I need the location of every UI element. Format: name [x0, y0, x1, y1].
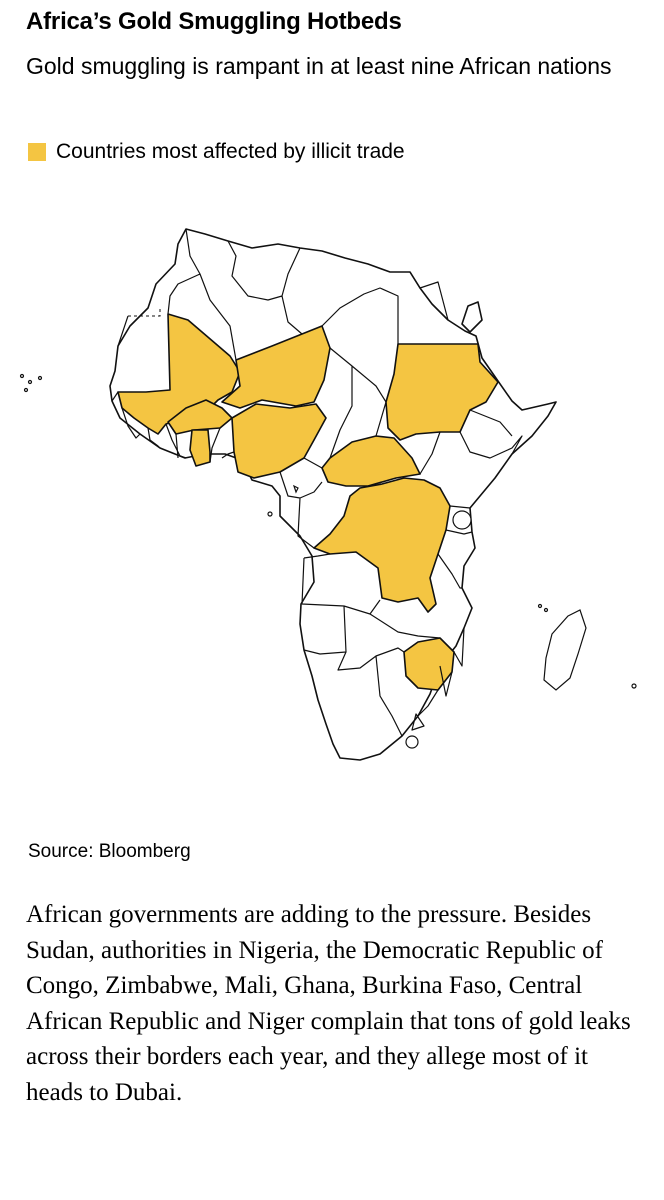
- sudan: [385, 343, 499, 441]
- sao-tome-island: [267, 511, 273, 517]
- legend: Countries most affected by illicit trade: [28, 137, 405, 167]
- chart-title: Africa’s Gold Smuggling Hotbeds: [26, 8, 402, 35]
- lake-victoria: [452, 510, 472, 530]
- chart-subtitle: Gold smuggling is rampant in at least ni…: [26, 53, 612, 79]
- africa-landmass: [109, 228, 557, 761]
- madagascar: [543, 609, 587, 691]
- africa-map: [19, 228, 637, 761]
- cape-verde-island-3: [37, 375, 43, 381]
- comoros-island-2: [543, 607, 549, 613]
- cape-verde-island-2: [27, 379, 33, 385]
- cape-verde-island-4: [23, 387, 29, 393]
- dr-congo: [313, 477, 451, 613]
- country-borders: [111, 228, 523, 737]
- western-sahara-border: [128, 308, 161, 317]
- ghana: [189, 429, 211, 467]
- source-note: Source: Bloomberg: [28, 841, 191, 862]
- zimbabwe: [403, 637, 455, 691]
- legend-label: Countries most affected by illicit trade: [56, 140, 405, 163]
- comoros-island-1: [537, 603, 543, 609]
- bioko-island: [292, 484, 299, 494]
- nigeria: [231, 403, 327, 479]
- lesotho: [405, 735, 419, 749]
- central-african-republic: [321, 435, 421, 487]
- cape-verde-island-1: [19, 373, 25, 379]
- mauritius-island: [631, 683, 637, 689]
- article-paragraph: African governments are adding to the pr…: [26, 901, 631, 1106]
- legend-swatch: [28, 143, 46, 161]
- sinai: [461, 301, 483, 333]
